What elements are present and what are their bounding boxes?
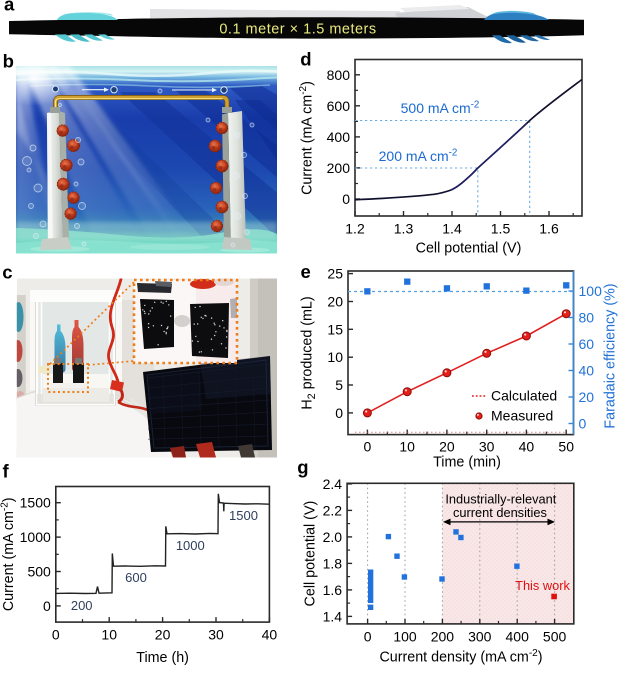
svg-text:Calculated: Calculated: [491, 388, 557, 404]
svg-text:2.4: 2.4: [323, 476, 343, 492]
svg-text:10: 10: [101, 627, 117, 643]
svg-text:800: 800: [327, 67, 351, 83]
svg-text:1500: 1500: [20, 495, 51, 511]
svg-text:0: 0: [335, 405, 343, 421]
svg-text:200 mA cm-2: 200 mA cm-2: [379, 148, 458, 164]
svg-text:0.1 meter × 1.5 meters: 0.1 meter × 1.5 meters: [219, 21, 376, 37]
svg-text:20: 20: [155, 627, 171, 643]
svg-text:f: f: [3, 461, 10, 482]
svg-text:0: 0: [52, 627, 60, 643]
svg-text:20: 20: [579, 389, 595, 405]
svg-text:H2 produced (mL): H2 produced (mL): [300, 296, 319, 409]
svg-text:1.3: 1.3: [394, 221, 414, 237]
svg-text:0: 0: [43, 598, 51, 614]
svg-text:1.4: 1.4: [442, 221, 462, 237]
svg-text:Measured: Measured: [491, 408, 553, 424]
svg-text:1500: 1500: [229, 508, 258, 523]
svg-text:1.2: 1.2: [345, 221, 365, 237]
svg-text:80: 80: [579, 310, 595, 326]
svg-text:10: 10: [327, 349, 343, 365]
svg-text:25: 25: [327, 266, 343, 282]
svg-text:40: 40: [262, 627, 278, 643]
svg-text:30: 30: [208, 627, 224, 643]
svg-text:Time (min): Time (min): [433, 455, 501, 471]
svg-text:0: 0: [364, 628, 372, 644]
svg-text:200: 200: [71, 598, 93, 613]
svg-text:0: 0: [364, 439, 372, 455]
svg-text:1.4: 1.4: [323, 608, 343, 624]
svg-text:30: 30: [479, 439, 495, 455]
svg-text:e: e: [301, 261, 311, 282]
svg-text:60: 60: [579, 336, 595, 352]
svg-text:Time (h): Time (h): [136, 650, 189, 666]
svg-text:1000: 1000: [176, 538, 205, 553]
svg-text:2.0: 2.0: [323, 529, 343, 545]
svg-text:Cell potential (V): Cell potential (V): [416, 241, 522, 257]
svg-text:500: 500: [543, 628, 567, 644]
svg-text:100: 100: [393, 628, 417, 644]
svg-text:300: 300: [468, 628, 492, 644]
svg-text:1.6: 1.6: [323, 582, 343, 598]
svg-text:20: 20: [439, 439, 455, 455]
svg-text:200: 200: [327, 160, 351, 176]
svg-text:This work: This work: [515, 578, 570, 593]
svg-text:2.2: 2.2: [323, 502, 343, 518]
svg-text:1000: 1000: [20, 529, 51, 545]
svg-text:Current (mA cm-2): Current (mA cm-2): [298, 81, 315, 195]
svg-text:c: c: [2, 262, 12, 283]
svg-text:200: 200: [431, 628, 455, 644]
svg-text:g: g: [297, 457, 308, 478]
svg-text:1.6: 1.6: [539, 221, 559, 237]
svg-text:100: 100: [579, 283, 603, 299]
svg-text:Current density (mA cm-2): Current density (mA cm-2): [379, 648, 542, 665]
svg-text:Industrially-relevant: Industrially-relevant: [445, 491, 556, 506]
svg-text:50: 50: [558, 439, 574, 455]
svg-text:15: 15: [327, 321, 343, 337]
svg-text:40: 40: [519, 439, 535, 455]
svg-text:10: 10: [399, 439, 415, 455]
svg-text:600: 600: [125, 570, 147, 585]
svg-text:0: 0: [342, 191, 350, 207]
svg-text:5: 5: [335, 377, 343, 393]
svg-text:1.5: 1.5: [491, 221, 511, 237]
svg-text:400: 400: [327, 129, 351, 145]
svg-text:a: a: [4, 0, 15, 14]
svg-text:b: b: [3, 51, 14, 72]
svg-text:500 mA cm-2: 500 mA cm-2: [401, 100, 480, 116]
svg-text:1.8: 1.8: [323, 555, 343, 571]
svg-text:500: 500: [27, 564, 51, 580]
svg-text:Faradaic efficiency (%): Faradaic efficiency (%): [603, 283, 619, 428]
svg-text:20: 20: [327, 293, 343, 309]
svg-text:d: d: [300, 48, 311, 69]
svg-text:600: 600: [327, 98, 351, 114]
svg-text:400: 400: [506, 628, 530, 644]
svg-text:40: 40: [579, 363, 595, 379]
svg-text:current densities: current densities: [453, 505, 547, 520]
svg-text:Current (mA cm-2): Current (mA cm-2): [0, 497, 17, 611]
svg-text:0: 0: [579, 416, 587, 432]
svg-text:Cell potential (V): Cell potential (V): [303, 501, 319, 607]
